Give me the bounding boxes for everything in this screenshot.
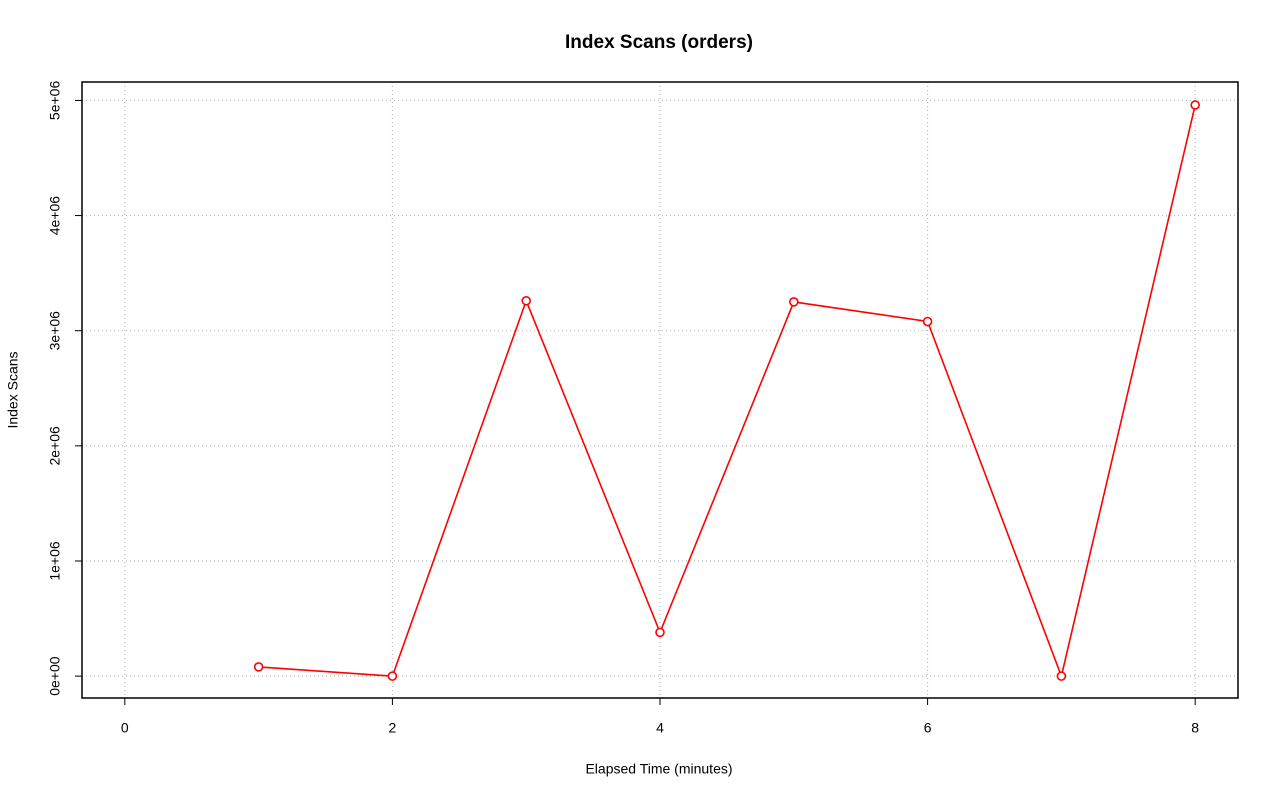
point <box>1190 100 1200 110</box>
x-tick-label: 6 <box>924 720 932 736</box>
point <box>521 295 532 306</box>
point <box>655 627 665 638</box>
x-tick-label: 8 <box>1191 720 1199 736</box>
x-tick-label: 2 <box>389 720 397 736</box>
x-tick-label: 4 <box>656 720 664 736</box>
point <box>253 662 264 672</box>
y-axis-label: Index Scans <box>5 351 21 428</box>
x-axis-label: Elapsed Time (minutes) <box>585 761 732 777</box>
y-tick-label: 1e+06 <box>47 541 63 581</box>
y-tick-label: 5e+06 <box>47 81 63 121</box>
chart-title: Index Scans (orders) <box>565 32 753 53</box>
point <box>387 671 398 681</box>
point <box>1056 671 1067 681</box>
point <box>922 316 933 327</box>
point <box>788 297 799 307</box>
y-tick-label: 4e+06 <box>47 196 63 236</box>
x-tick-label: 0 <box>121 720 129 736</box>
line <box>258 104 1196 679</box>
y-tick-label: 2e+06 <box>47 426 63 466</box>
y-tick-label: 0e+00 <box>47 656 63 696</box>
y-tick-label: 3e+06 <box>47 311 63 351</box>
plot-frame <box>81 81 1239 699</box>
